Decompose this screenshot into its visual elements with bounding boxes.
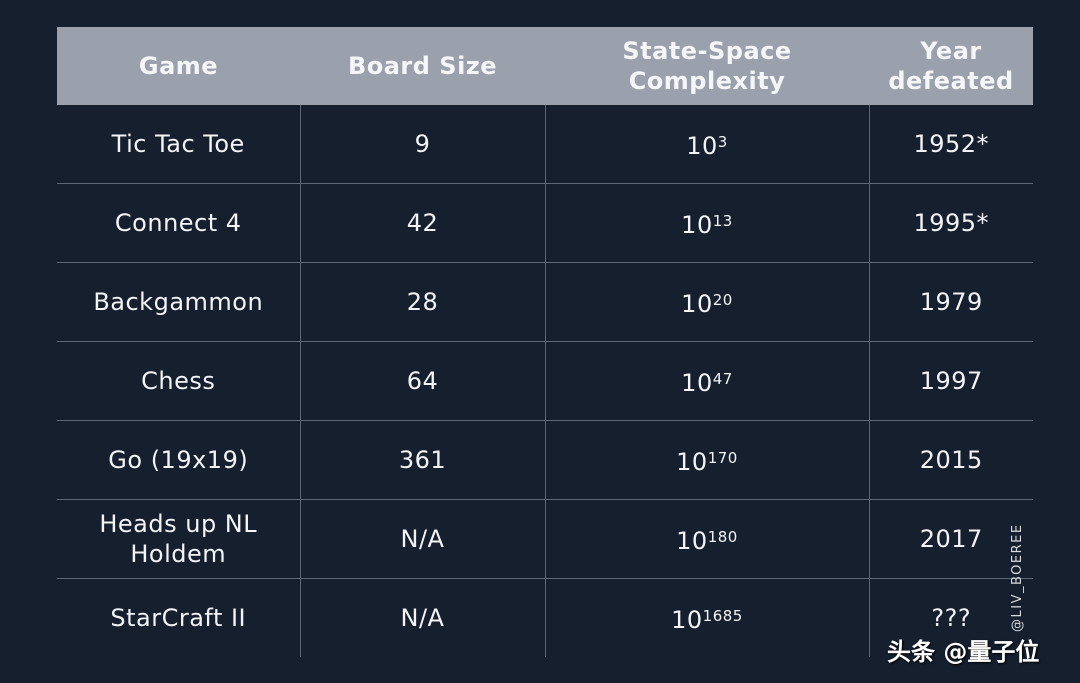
cell-year: 2017 [868,499,1033,579]
table-row: StarCraft II N/A 101685??? [57,578,1033,657]
game-complexity-table: Game Board Size State-Space Complexity Y… [57,27,1033,657]
table-row: Go (19x19) 361 10170 2015 [57,420,1033,500]
cell-complexity: 101685 [544,578,869,657]
cell-board-size: N/A [299,499,545,579]
header-state-space: State-Space Complexity [545,27,869,105]
complexity-exponent: 170 [707,449,738,467]
cell-game: StarCraft II [110,604,247,632]
cell-game: Go (19x19) [57,420,300,500]
header-game: Game [57,27,300,105]
complexity-exponent: 1685 [702,607,743,625]
cell-year: ??? [868,578,1033,657]
cell-board-size: 64 [299,341,545,421]
complexity-base: 10 [676,527,708,555]
cell-year: 1952* [868,105,1033,184]
table-row: Tic Tac Toe 9 103 1952* [57,105,1033,184]
cell-year: 1979 [868,262,1033,342]
cell-complexity: 10170 [544,420,869,500]
cell-complexity: 1047 [544,341,869,421]
cell-board-size: N/A [299,578,545,657]
cell-game: Chess [57,341,300,421]
complexity-exponent: 20 [712,291,733,309]
cell-complexity: 103 [544,105,869,184]
complexity-exponent: 180 [707,528,738,546]
cell-board-size: 28 [299,262,545,342]
cell-year: 1995* [868,183,1033,263]
cell-game: Heads up NL Holdem [57,499,300,579]
cell-year: 2015 [868,420,1033,500]
table-row: Connect 4 42 1013 1995* [57,183,1033,263]
table-row: Backgammon 28 1020 1979 [57,262,1033,342]
credit-watermark: @LIV_BOEREE [1010,523,1025,632]
cell-year: 1997 [868,341,1033,421]
complexity-base: 10 [686,132,718,160]
cell-board-size: 9 [299,105,545,184]
complexity-exponent: 47 [712,370,733,388]
cell-board-size: 361 [299,420,545,500]
complexity-base: 10 [671,606,703,634]
table-row: Chess 64 1047 1997 [57,341,1033,421]
complexity-base: 10 [681,369,713,397]
complexity-base: 10 [681,211,713,239]
table-row: Heads up NL Holdem N/A 10180 2017 [57,499,1033,579]
header-board-size: Board Size [300,27,545,105]
header-row: Game Board Size State-Space Complexity Y… [57,27,1033,105]
complexity-base: 10 [676,448,708,476]
cell-complexity: 1013 [544,183,869,263]
complexity-base: 10 [681,290,713,318]
cell-complexity: 1020 [544,262,869,342]
cell-game: Connect 4 [57,183,300,263]
source-watermark: 头条 @量子位 [887,638,1040,666]
header-year: Year defeated [869,27,1033,105]
complexity-exponent: 3 [717,133,728,151]
cell-complexity: 10180 [544,499,869,579]
cell-game: Backgammon [57,262,300,342]
complexity-exponent: 13 [712,212,733,230]
cell-game: Tic Tac Toe [57,105,300,184]
cell-board-size: 42 [299,183,545,263]
